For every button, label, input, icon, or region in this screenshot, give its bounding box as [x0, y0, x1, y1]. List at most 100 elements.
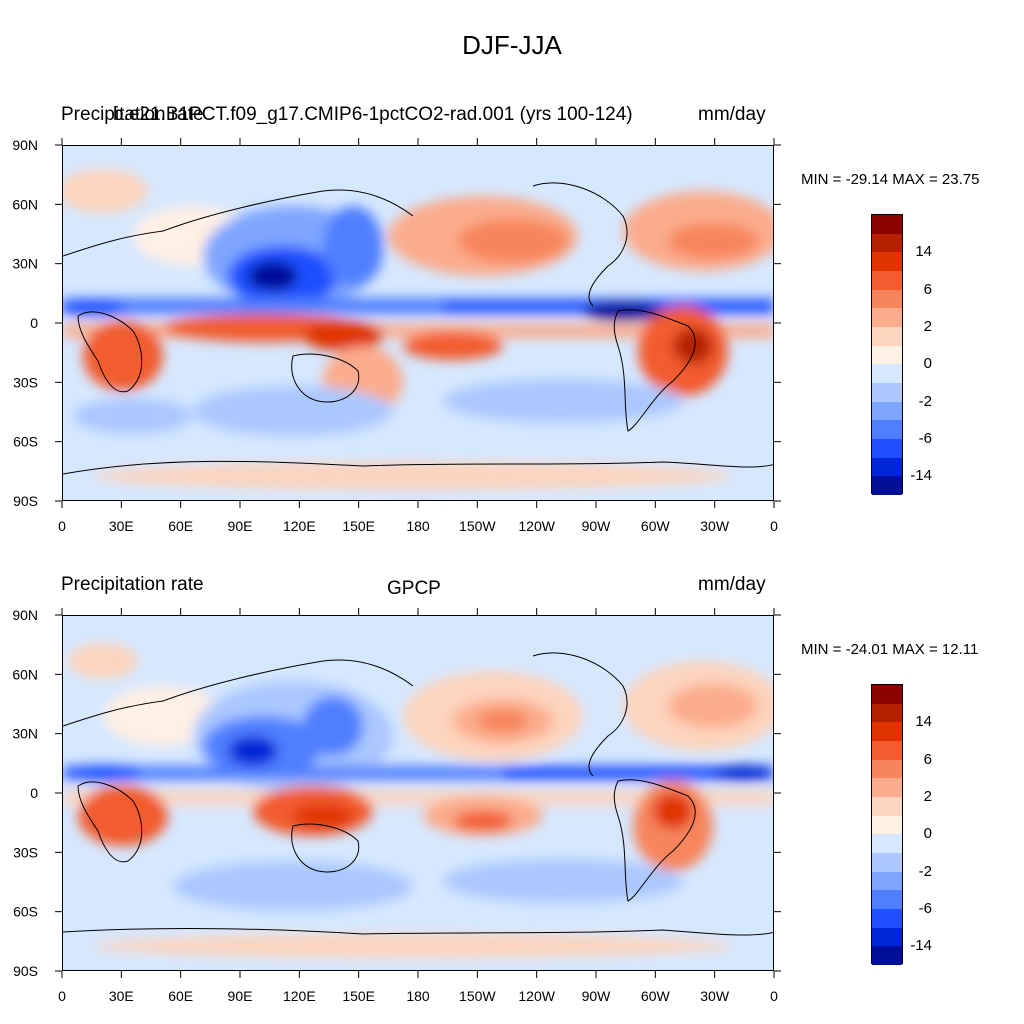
lon-tick-label: 60E	[168, 988, 193, 1004]
lat-tick-label: 60N	[12, 196, 38, 212]
lat-tick-label: 0	[30, 315, 38, 331]
top-left-label: Precipitation rate	[61, 104, 204, 125]
top-center-label: b.e21.B1PCT.f09_g17.CMIP6-1pctCO2-rad.00…	[113, 104, 633, 125]
colorbar-label: 14	[915, 713, 932, 731]
colorbar-label: 2	[923, 788, 932, 805]
lat-tick-label: 60N	[12, 666, 38, 682]
colorbar-segment	[872, 326, 902, 346]
lat-tick-label: 90N	[12, 607, 38, 623]
figure-title: DJF-JJA	[462, 30, 562, 60]
colorbar-label: 0	[923, 355, 932, 373]
colorbar-label: 0	[923, 825, 932, 843]
bottom-map	[63, 616, 773, 970]
lat-tick-label: 30N	[12, 726, 38, 742]
lon-tick-label: 150E	[342, 988, 375, 1004]
lat-tick-label: 90S	[13, 493, 38, 509]
lat-tick-label: 30S	[13, 844, 38, 860]
lon-tick-label: 30W	[700, 518, 730, 534]
colorbar-segment	[872, 420, 902, 439]
colorbar-segment	[872, 778, 902, 797]
top-map-panel	[62, 145, 774, 501]
coastlines	[63, 652, 773, 936]
lon-tick-label: 30E	[109, 988, 134, 1004]
colorbar-segment	[872, 685, 902, 704]
lat-tick-label: 90N	[12, 137, 38, 153]
colorbar-segment	[872, 401, 902, 421]
colorbar-segment	[872, 703, 902, 723]
lat-tick-label: 60S	[13, 904, 38, 920]
colorbar-segment	[872, 215, 902, 234]
bottom-center-label: GPCP	[387, 578, 441, 599]
colorbar-segment	[872, 364, 902, 383]
lon-tick-label: 60W	[641, 518, 671, 534]
colorbar-segment	[872, 457, 902, 477]
colorbar-segment	[872, 740, 902, 760]
bottom-units-label: mm/day	[698, 574, 766, 595]
lon-tick-label: 150W	[459, 518, 496, 534]
colorbar-segment	[872, 927, 902, 947]
colorbar-label: -14	[910, 937, 932, 955]
lon-tick-label: 120E	[283, 988, 316, 1004]
colorbar-segment	[872, 438, 902, 458]
colorbar-segment	[872, 759, 902, 779]
colorbar-segment	[872, 796, 902, 816]
lon-tick-label: 60W	[641, 988, 671, 1004]
bottom-left-label: Precipitation rate	[61, 574, 204, 595]
colorbar-segment	[872, 270, 902, 290]
colorbar-segment	[872, 252, 902, 271]
colorbar-label: -2	[918, 392, 932, 410]
colorbar-segment	[872, 233, 902, 253]
colorbar-label: -2	[918, 862, 932, 880]
lon-tick-label: 30W	[700, 988, 730, 1004]
lon-tick-label: 90E	[228, 988, 253, 1004]
lon-tick-label: 90E	[228, 518, 253, 534]
lon-tick-label: 120E	[283, 518, 316, 534]
coastlines	[63, 182, 773, 475]
colorbar-label: 14	[915, 243, 932, 261]
colorbar-segment	[872, 289, 902, 309]
colorbar-segment	[872, 476, 902, 495]
lat-tick-label: 90S	[13, 963, 38, 979]
colorbar-segment	[872, 890, 902, 909]
lat-tick-label: 30S	[13, 374, 38, 390]
colorbar-label: 2	[923, 318, 932, 335]
colorbar-segment	[872, 382, 902, 402]
lon-tick-label: 0	[58, 988, 66, 1004]
lat-tick-label: 30N	[12, 256, 38, 272]
lon-tick-label: 0	[770, 518, 778, 534]
colorbar-label: -14	[910, 467, 932, 485]
colorbar-segment	[872, 834, 902, 853]
colorbar-segment	[872, 308, 902, 327]
lon-tick-label: 90W	[582, 988, 612, 1004]
lon-tick-label: 180	[406, 518, 430, 534]
colorbar-segment	[872, 815, 902, 835]
lon-tick-label: 150W	[459, 988, 496, 1004]
lon-tick-label: 120W	[518, 518, 555, 534]
top-map	[63, 146, 773, 500]
lon-tick-label: 30E	[109, 518, 134, 534]
colorbar-label: -6	[918, 430, 932, 447]
colorbar-segment	[872, 852, 902, 872]
top-min-max: MIN = -29.14 MAX = 23.75	[801, 171, 980, 188]
lon-tick-label: 180	[406, 988, 430, 1004]
lat-tick-label: 60S	[13, 434, 38, 450]
colorbar-segment	[872, 871, 902, 891]
colorbar-segment	[872, 722, 902, 741]
lon-tick-label: 0	[770, 988, 778, 1004]
colorbar-segment	[872, 946, 902, 965]
lon-tick-label: 120W	[518, 988, 555, 1004]
lat-tick-label: 0	[30, 785, 38, 801]
colorbar-label: 6	[923, 750, 932, 768]
colorbar-label: -6	[918, 900, 932, 917]
top-units-label: mm/day	[698, 104, 766, 125]
bottom-map-panel	[62, 615, 774, 971]
bottom-min-max: MIN = -24.01 MAX = 12.11	[801, 641, 979, 658]
colorbar-label: 6	[923, 280, 932, 298]
lon-tick-label: 150E	[342, 518, 375, 534]
lon-tick-label: 60E	[168, 518, 193, 534]
top-colorbar	[871, 214, 903, 495]
lon-tick-label: 0	[58, 518, 66, 534]
bottom-colorbar	[871, 684, 903, 965]
colorbar-segment	[872, 345, 902, 365]
colorbar-segment	[872, 908, 902, 928]
